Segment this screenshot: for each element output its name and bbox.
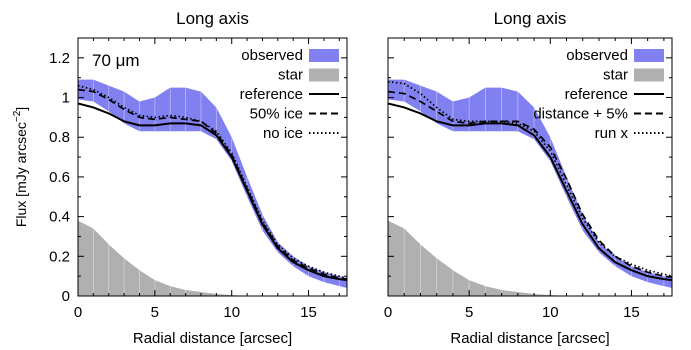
chart-title: Long axis xyxy=(494,9,567,28)
y-axis-label-exponent: −2 xyxy=(12,110,23,122)
chart-title: Long axis xyxy=(176,9,249,28)
y-axis-label: Flux [mJy arcsec−2] xyxy=(12,107,29,227)
legend: observed star reference distance + 5% run x xyxy=(533,47,664,142)
legend-swatch-star xyxy=(309,68,339,82)
observed-band xyxy=(78,79,347,289)
x-tick-label: 0 xyxy=(384,304,392,321)
y-tick-label: 1.2 xyxy=(49,50,70,67)
x-tick-label: 5 xyxy=(151,304,159,321)
plot-area xyxy=(388,79,672,296)
x-tick-label: 10 xyxy=(223,304,240,321)
legend-swatch-observed xyxy=(309,49,339,62)
observed-band xyxy=(388,79,672,289)
series-no-ice-line xyxy=(78,84,347,279)
legend: observed star reference 50% ice no ice xyxy=(240,47,339,142)
plot-frame xyxy=(77,37,348,297)
star-band xyxy=(388,220,672,296)
plot-frame xyxy=(387,37,673,297)
legend-swatch-star xyxy=(634,68,664,82)
legend-label: star xyxy=(603,67,628,84)
y-tick-label: 0 xyxy=(62,288,70,305)
y-tick-label: 1 xyxy=(62,90,70,107)
series-reference-line xyxy=(388,102,672,282)
y-tick-label: 0.2 xyxy=(49,248,70,265)
legend-label: observed xyxy=(566,47,628,64)
x-tick-label: 15 xyxy=(623,304,640,321)
legend-swatch-observed xyxy=(634,49,664,62)
legend-label: reference xyxy=(240,86,303,103)
legend-label: run x xyxy=(595,125,629,142)
y-tick-label: 0.4 xyxy=(49,209,70,226)
chart-panel-2: 0 5 10 15 Long axis Radial distance [arcsec] o… xyxy=(384,9,673,347)
y-axis-label-text: Flux [mJy arcsec xyxy=(13,122,29,227)
series-distance-5--line xyxy=(388,90,672,278)
star-band xyxy=(78,220,347,296)
plot-area xyxy=(78,79,347,296)
x-axis-label: Radial distance [arcsec] xyxy=(450,330,609,347)
x-tick-label: 5 xyxy=(465,304,473,321)
x-tick-label: 15 xyxy=(300,304,317,321)
x-tick-label: 10 xyxy=(542,304,559,321)
legend-label: star xyxy=(278,67,303,84)
legend-label: 50% ice xyxy=(250,106,303,123)
series-50-ice-line xyxy=(78,88,347,280)
y-axis-label-bracket: ] xyxy=(13,107,29,111)
x-tick-label: 0 xyxy=(74,304,82,321)
x-axis-label: Radial distance [arcsec] xyxy=(133,330,292,347)
wavelength-annotation: 70 μm xyxy=(92,51,140,70)
y-tick-label: 0.8 xyxy=(49,129,70,146)
series-run-x-line xyxy=(388,80,672,277)
series-reference-line xyxy=(78,102,347,282)
legend-label: distance + 5% xyxy=(533,106,628,123)
legend-label: reference xyxy=(565,86,628,103)
legend-label: observed xyxy=(241,47,303,64)
chart-panel-1: 0 5 10 15 0 0.2 0.4 0.6 0.8 1 1.2 Long axis Radial d… xyxy=(12,9,348,347)
legend-label: no ice xyxy=(263,125,303,142)
y-tick-label: 0.6 xyxy=(49,169,70,186)
